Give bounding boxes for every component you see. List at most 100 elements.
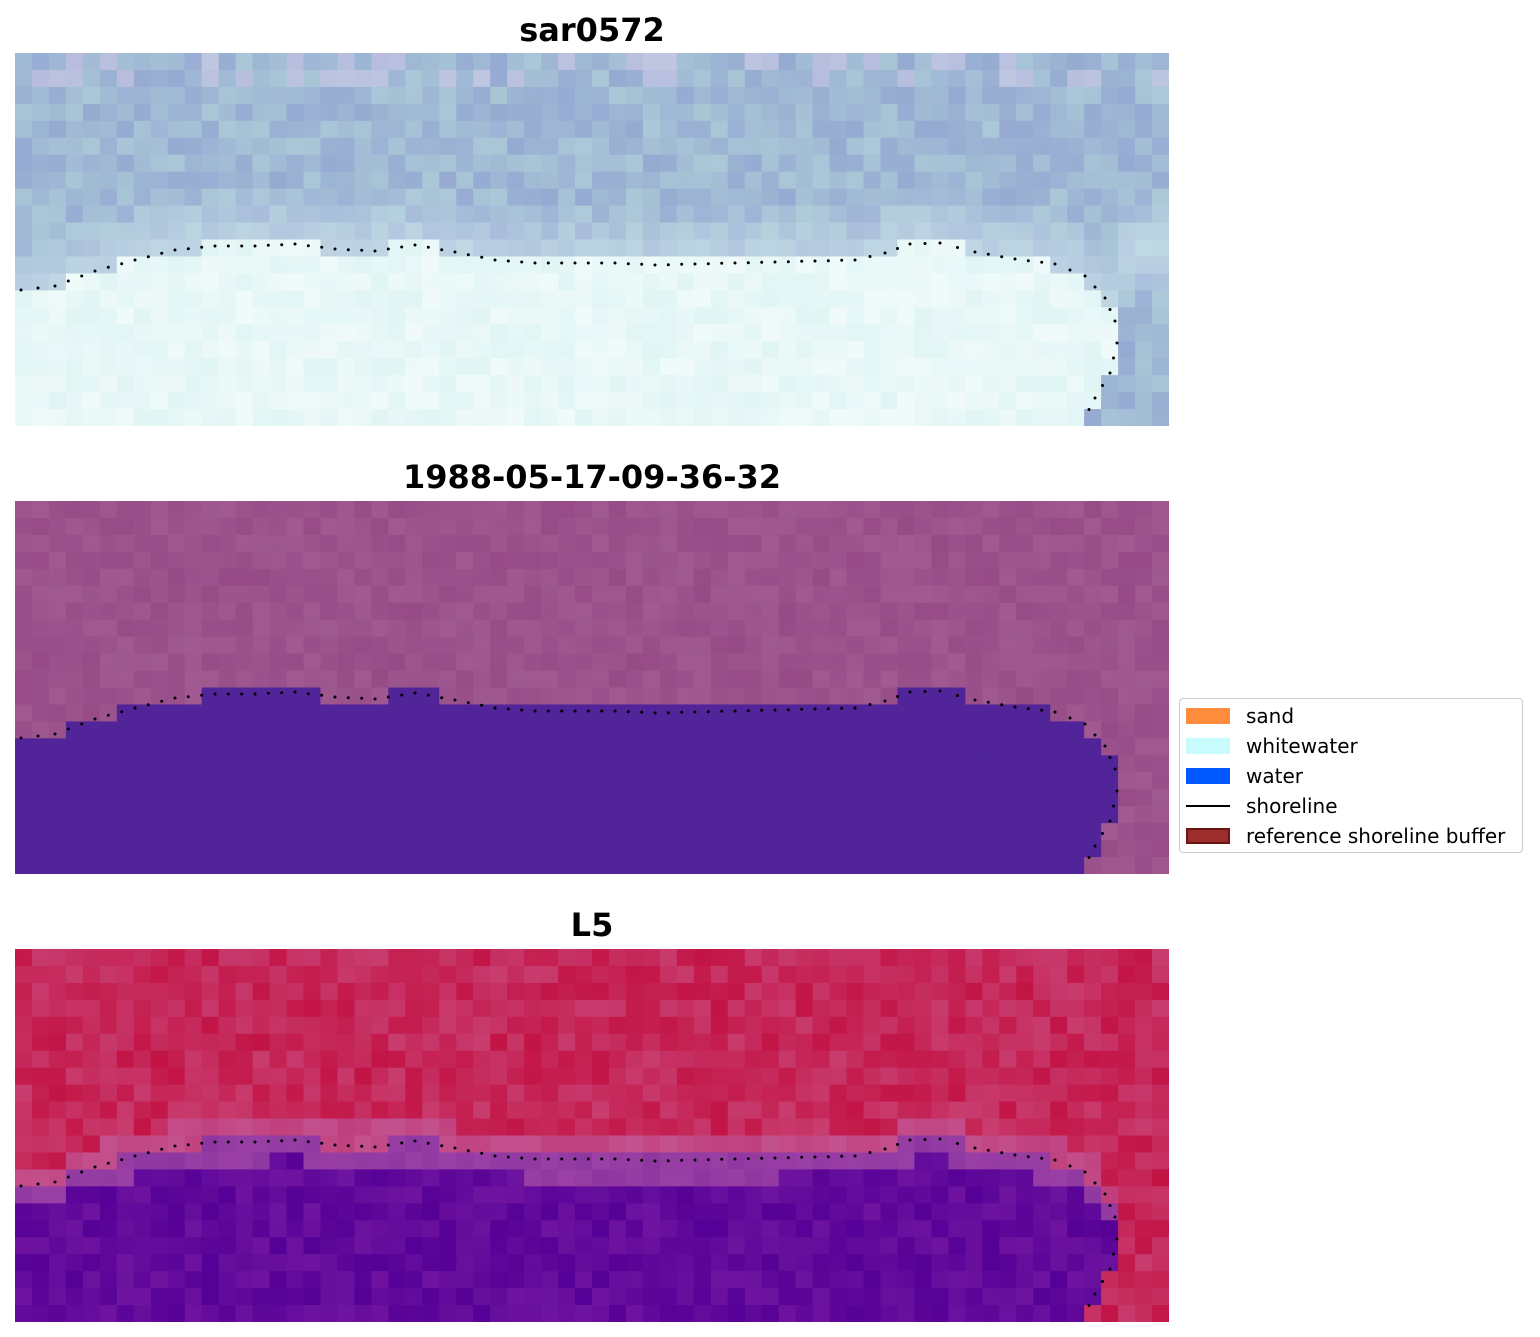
pixel [914, 1152, 933, 1170]
pixel [761, 171, 780, 190]
pixel [558, 789, 576, 807]
pixel [320, 653, 339, 672]
shoreline-point [613, 1157, 617, 1161]
pixel [252, 1186, 271, 1204]
pixel [490, 1169, 508, 1187]
shoreline-point [480, 1151, 484, 1155]
legend-swatch-water [1186, 768, 1230, 784]
pixel [184, 103, 203, 122]
pixel [710, 585, 729, 604]
pixel [863, 69, 882, 88]
pixel [133, 1152, 152, 1170]
pixel [676, 738, 695, 756]
pixel [880, 840, 899, 858]
pixel [795, 1016, 814, 1035]
pixel [490, 999, 508, 1018]
pixel [1118, 307, 1136, 325]
pixel [625, 341, 644, 359]
pixel [659, 949, 678, 967]
pixel [354, 534, 372, 553]
pixel [337, 517, 356, 536]
pixel [592, 1084, 610, 1103]
pixel [48, 53, 67, 71]
pixel [642, 704, 661, 722]
shoreline-point [640, 1158, 644, 1162]
shoreline-point [200, 693, 204, 697]
pixel [320, 69, 339, 88]
pixel [82, 982, 101, 1001]
pixel [625, 392, 644, 410]
shoreline-point [440, 1144, 444, 1148]
pixel [422, 999, 440, 1018]
pixel [116, 1135, 135, 1154]
pixel [201, 1288, 220, 1306]
pixel [490, 653, 508, 672]
pixel [490, 857, 508, 874]
shoreline-point [493, 1154, 497, 1158]
pixel [1118, 1305, 1136, 1322]
pixel [1152, 324, 1169, 342]
pixel [31, 1305, 50, 1322]
pixel [320, 806, 339, 824]
pixel [1016, 602, 1034, 621]
pixel [15, 222, 33, 241]
pixel [676, 1033, 695, 1052]
pixel [948, 290, 966, 308]
shoreline-point [160, 1147, 164, 1151]
pixel [659, 103, 678, 122]
pixel [218, 205, 237, 224]
pixel [693, 857, 712, 874]
pixel [761, 602, 780, 621]
pixel [575, 1101, 593, 1120]
pixel [354, 585, 372, 604]
pixel [1067, 670, 1085, 689]
pixel [1135, 653, 1153, 672]
pixel [897, 823, 916, 841]
pixel [693, 721, 712, 739]
pixel [99, 1084, 118, 1103]
pixel [982, 823, 1000, 841]
pixel [676, 358, 695, 376]
pixel [778, 1237, 797, 1255]
shoreline-point [883, 699, 887, 703]
pixel [642, 69, 661, 88]
pixel [1016, 619, 1034, 638]
pixel [456, 239, 474, 258]
pixel [524, 375, 542, 393]
pixel [829, 1254, 848, 1272]
pixel [371, 1186, 389, 1204]
shoreline-point [868, 703, 872, 706]
pixel [320, 341, 339, 359]
pixel [778, 1050, 797, 1069]
pixel [558, 273, 576, 291]
pixel [320, 823, 339, 841]
pixel [524, 517, 542, 536]
shoreline-point [1108, 371, 1112, 375]
pixel [371, 375, 389, 393]
pixel [744, 1152, 763, 1170]
pixel [337, 738, 356, 756]
pixel [201, 86, 220, 105]
pixel [320, 517, 339, 536]
pixel [727, 53, 746, 71]
pixel [1135, 307, 1153, 325]
pixel [863, 840, 882, 858]
pixel [524, 721, 542, 739]
pixel [948, 103, 966, 122]
pixel [388, 949, 406, 967]
pixel [303, 704, 322, 722]
pixel [201, 999, 220, 1018]
pixel [592, 721, 610, 739]
pixel [1016, 375, 1034, 393]
pixel [693, 1271, 712, 1289]
pixel [371, 1050, 389, 1069]
pixel [524, 670, 542, 689]
shoreline-point [453, 698, 457, 702]
pixel [829, 857, 848, 874]
pixel [133, 188, 152, 207]
pixel [15, 534, 33, 553]
shoreline-point [733, 709, 737, 713]
pixel [608, 1186, 627, 1204]
pixel [388, 755, 406, 773]
pixel [388, 324, 406, 342]
